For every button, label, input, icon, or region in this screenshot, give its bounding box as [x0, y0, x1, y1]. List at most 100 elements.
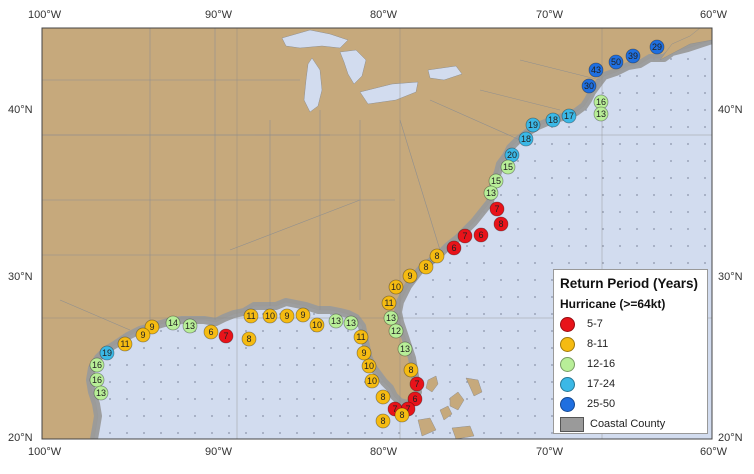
marker-circle: [309, 317, 325, 333]
return-period-marker: 13: [328, 313, 344, 329]
marker-value: 6: [451, 243, 456, 253]
marker-circle: [353, 329, 369, 345]
marker-value: 6: [412, 394, 417, 404]
marker-value: 7: [392, 404, 397, 414]
marker-circle: [488, 173, 504, 189]
marker-circle: [409, 376, 425, 392]
marker-circle: [364, 373, 380, 389]
marker-circle: [243, 308, 259, 324]
return-period-marker: 14: [165, 315, 181, 331]
lon-tick-bottom-90w: 90°W: [205, 446, 233, 458]
legend-label: Coastal County: [590, 418, 666, 430]
return-period-marker: 6: [446, 240, 462, 256]
marker-value: 13: [346, 318, 356, 328]
lat-tick-right-30n: 30°N: [718, 271, 743, 283]
legend-label: 12-16: [587, 358, 616, 370]
return-period-marker: 15: [488, 173, 504, 189]
return-period-markers: 2939504330161317181918201515137867688910…: [89, 39, 665, 429]
marker-value: 6: [208, 327, 213, 337]
marker-value: 18: [521, 134, 531, 144]
return-period-marker: 12: [388, 323, 404, 339]
return-period-marker: 7: [409, 376, 425, 392]
return-period-marker: 20: [504, 147, 520, 163]
return-period-marker: 10: [361, 358, 377, 374]
marker-value: 7: [223, 331, 228, 341]
marker-circle: [375, 413, 391, 429]
marker-circle: [343, 315, 359, 331]
marker-value: 19: [102, 348, 112, 358]
return-period-marker: 9: [295, 307, 311, 323]
marker-value: 8: [380, 392, 385, 402]
marker-circle: [407, 391, 423, 407]
marker-value: 39: [628, 51, 638, 61]
marker-circle: [446, 240, 462, 256]
marker-value: 13: [386, 313, 396, 323]
legend-label: 5-7: [587, 318, 603, 330]
legend-item-8-11: 8-11: [560, 336, 608, 352]
marker-value: 12: [391, 326, 401, 336]
marker-value: 11: [246, 311, 255, 321]
marker-value: 13: [185, 321, 195, 331]
great-lakes: [281, 29, 463, 113]
return-period-marker: 10: [309, 317, 325, 333]
marker-value: 18: [548, 115, 558, 125]
legend-swatch-red: [560, 316, 575, 332]
return-period-marker: 8: [418, 259, 434, 275]
marker-value: 9: [284, 311, 289, 321]
marker-circle: [356, 345, 372, 361]
marker-value: 14: [168, 318, 178, 328]
map-frame: [41, 27, 713, 440]
marker-circle: [361, 358, 377, 374]
marker-circle: [328, 313, 344, 329]
return-period-marker: 50: [608, 54, 624, 70]
return-period-marker: 9: [279, 308, 295, 324]
marker-circle: [388, 323, 404, 339]
marker-circle: [144, 319, 160, 335]
return-period-marker: 9: [356, 345, 372, 361]
marker-circle: [241, 331, 257, 347]
marker-value: 15: [503, 162, 513, 172]
marker-value: 11: [356, 332, 365, 342]
marker-circle: [89, 357, 105, 373]
legend-label: 8-11: [587, 338, 609, 350]
marker-value: 8: [434, 251, 439, 261]
lat-tick-right-20n: 20°N: [718, 432, 743, 444]
marker-circle: [457, 228, 473, 244]
marker-circle: [402, 268, 418, 284]
marker-value: 7: [462, 231, 467, 241]
return-period-marker: 30: [581, 78, 597, 94]
marker-circle: [388, 279, 404, 295]
return-period-marker: 7: [489, 201, 505, 217]
marker-value: 9: [300, 310, 305, 320]
lat-tick-left-20n: 20°N: [8, 432, 33, 444]
graticule: [42, 28, 712, 439]
marker-value: 13: [596, 109, 606, 119]
legend-subtitle: Hurricane (>=64kt): [560, 297, 666, 311]
marker-value: 30: [584, 81, 594, 91]
return-period-marker: 11: [117, 336, 133, 352]
marker-value: 9: [149, 322, 154, 332]
lat-tick-left-40n: 40°N: [8, 104, 33, 116]
marker-circle: [397, 341, 413, 357]
marker-value: 10: [391, 282, 401, 292]
marker-circle: [93, 385, 109, 401]
marker-value: 10: [364, 361, 374, 371]
marker-circle: [588, 62, 604, 78]
legend-swatch-yellow: [560, 336, 575, 352]
return-period-marker: 10: [388, 279, 404, 295]
return-period-marker: 19: [525, 117, 541, 133]
return-period-marker: 8: [394, 407, 410, 423]
marker-value: 16: [596, 97, 606, 107]
return-period-marker: 6: [473, 227, 489, 243]
return-period-marker: 13: [593, 106, 609, 122]
marker-value: 13: [400, 344, 410, 354]
marker-value: 8: [399, 410, 404, 420]
marker-value: 10: [367, 376, 377, 386]
return-period-marker: 18: [518, 131, 534, 147]
return-period-marker: 7: [457, 228, 473, 244]
legend: Return Period (Years) Hurricane (>=64kt)…: [553, 269, 708, 434]
return-period-marker: 19: [99, 345, 115, 361]
return-period-marker: 10: [262, 308, 278, 324]
marker-value: 16: [92, 375, 102, 385]
legend-label: 25-50: [587, 398, 616, 410]
